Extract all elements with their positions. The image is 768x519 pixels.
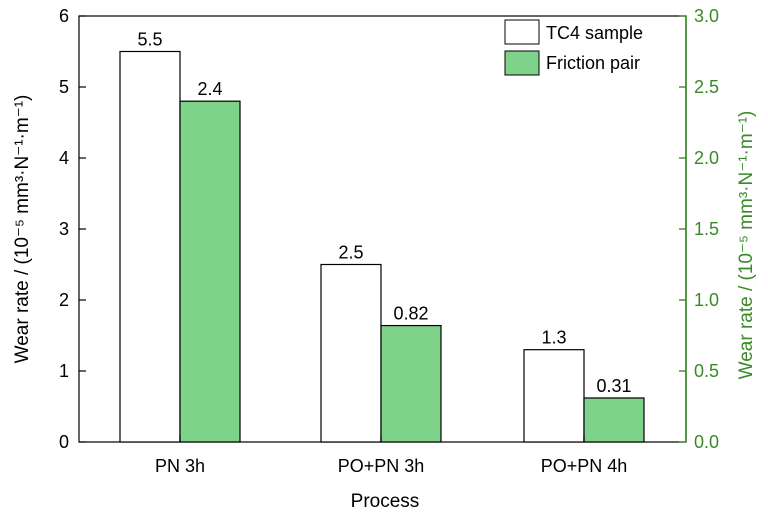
right-tick-label: 2.5 xyxy=(694,77,719,97)
y-axis-title-left: Wear rate / (10⁻⁵ mm³·N⁻¹·m⁻¹) xyxy=(12,95,33,364)
legend: TC4 sample Friction pair xyxy=(504,19,643,76)
bar-tc4-sample xyxy=(119,50,181,443)
bar-value-label: 5.5 xyxy=(137,30,162,50)
bar-value-label: 0.82 xyxy=(393,304,428,324)
left-tick-label: 2 xyxy=(59,290,69,310)
right-tick-label: 1.5 xyxy=(694,219,719,239)
bar-value-label: 0.31 xyxy=(596,376,631,396)
x-axis-title: Process xyxy=(351,491,420,512)
bar-friction-pair xyxy=(583,397,645,443)
left-tick-label: 6 xyxy=(59,6,69,26)
x-axis: PN 3h PO+PN 3h PO+PN 4h xyxy=(155,435,627,476)
left-axis: 0 1 2 3 4 5 6 xyxy=(59,6,86,452)
bar-value-label: 1.3 xyxy=(541,328,566,348)
left-tick-label: 3 xyxy=(59,219,69,239)
left-tick-label: 1 xyxy=(59,361,69,381)
x-tick-label: PN 3h xyxy=(155,456,205,476)
x-tick-label: PO+PN 4h xyxy=(541,456,628,476)
right-tick-label: 0.5 xyxy=(694,361,719,381)
right-tick-label: 1.0 xyxy=(694,290,719,310)
right-tick-label: 0.0 xyxy=(694,432,719,452)
left-tick-label: 4 xyxy=(59,148,69,168)
bar-tc4-sample xyxy=(320,263,382,443)
legend-label-tc4: TC4 sample xyxy=(546,23,643,43)
left-tick-label: 0 xyxy=(59,432,69,452)
bar-friction-pair xyxy=(380,324,442,443)
bar-value-label: 2.5 xyxy=(338,243,363,263)
legend-label-friction: Friction pair xyxy=(546,53,640,73)
legend-swatch-tc4 xyxy=(504,19,540,45)
right-tick-label: 2.0 xyxy=(694,148,719,168)
bar-friction-pair xyxy=(179,100,241,443)
right-axis: 0.0 0.5 1.0 1.5 2.0 2.5 3.0 xyxy=(679,6,719,452)
bar-tc4-sample xyxy=(523,349,585,443)
bar-value-label: 2.4 xyxy=(197,79,222,99)
left-tick-label: 5 xyxy=(59,77,69,97)
y-axis-title-right: Wear rate / (10⁻⁵ mm³·N⁻¹·m⁻¹) xyxy=(736,111,757,380)
bars-group: 5.5 2.4 2.5 0.82 1.3 0.31 xyxy=(119,30,645,443)
right-tick-label: 3.0 xyxy=(694,6,719,26)
x-tick-label: PO+PN 3h xyxy=(338,456,425,476)
legend-swatch-friction xyxy=(504,50,540,76)
